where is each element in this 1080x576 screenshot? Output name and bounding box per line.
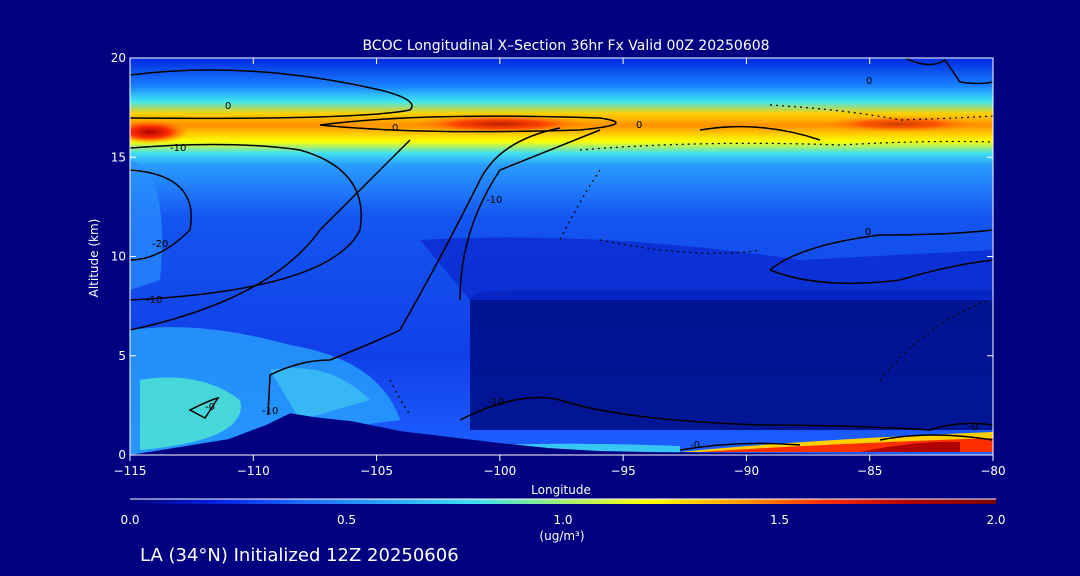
colorbar-tick-label: 0.0 <box>120 513 139 527</box>
contour-label: -20 <box>152 239 168 250</box>
y-tick-label: 15 <box>111 150 126 164</box>
y-tick-label: 20 <box>111 51 126 65</box>
contour-label: -0 <box>205 402 215 413</box>
footer-caption: LA (34°N) Initialized 12Z 20250606 <box>140 545 459 566</box>
x-tick-label: −100 <box>483 464 516 478</box>
colorbar-unit-label: (ug/m³) <box>539 529 584 543</box>
colorbar-tick-label: 1.0 <box>553 513 572 527</box>
x-tick-label: −85 <box>857 464 882 478</box>
colorbar-tick-label: 0.5 <box>337 513 356 527</box>
y-tick-label: 0 <box>118 448 126 462</box>
contour-label: 0 <box>225 101 231 112</box>
y-tick-label: 5 <box>118 349 126 363</box>
x-tick-label: −90 <box>734 464 759 478</box>
contour-label: 0 <box>636 120 642 131</box>
contour-label: -0 <box>968 422 978 433</box>
contour-label: -10 <box>170 143 186 154</box>
x-axis-label: Longitude <box>531 483 591 497</box>
colorbar-tick-label: 2.0 <box>986 513 1005 527</box>
contour-lines <box>130 58 993 451</box>
x-tick-label: −105 <box>360 464 393 478</box>
colorbar-tick-label: 1.5 <box>770 513 789 527</box>
x-tick-label: −95 <box>610 464 635 478</box>
contour-label: 0 <box>865 227 871 238</box>
concentration-field: 0 0 0 -10 -10 -20 -10 0 -0 -10 -10 0 -0 … <box>130 58 993 455</box>
x-axis: −115 −110 −105 −100 −95 −90 −85 −80 <box>114 58 1006 478</box>
contour-label: 0 <box>866 76 872 87</box>
x-tick-label: −80 <box>980 464 1005 478</box>
contour-label: -10 <box>146 295 162 306</box>
colorbar <box>130 499 996 504</box>
contour-label: -10 <box>488 397 504 408</box>
colorbar-ticks: 0.0 0.5 1.0 1.5 2.0 <box>120 513 1005 527</box>
chart-title: BCOC Longitudinal X–Section 36hr Fx Vali… <box>362 38 769 54</box>
terrain-mask <box>130 413 993 455</box>
contour-label-group: 0 0 0 -10 -10 -20 -10 0 -0 -10 -10 0 -0 … <box>146 76 978 451</box>
contour-lines-dotted <box>389 104 993 416</box>
x-tick-label: −115 <box>114 464 147 478</box>
contour-label: 0 <box>392 123 398 134</box>
contour-label: -10 <box>262 406 278 417</box>
x-tick-label: −110 <box>237 464 270 478</box>
contour-label: -10 <box>486 195 502 206</box>
y-axis: 0 5 10 15 20 <box>111 51 993 462</box>
y-tick-label: 10 <box>111 250 126 264</box>
y-axis-label: Altitude (km) <box>87 219 101 298</box>
contour-label: -0 <box>690 440 700 451</box>
